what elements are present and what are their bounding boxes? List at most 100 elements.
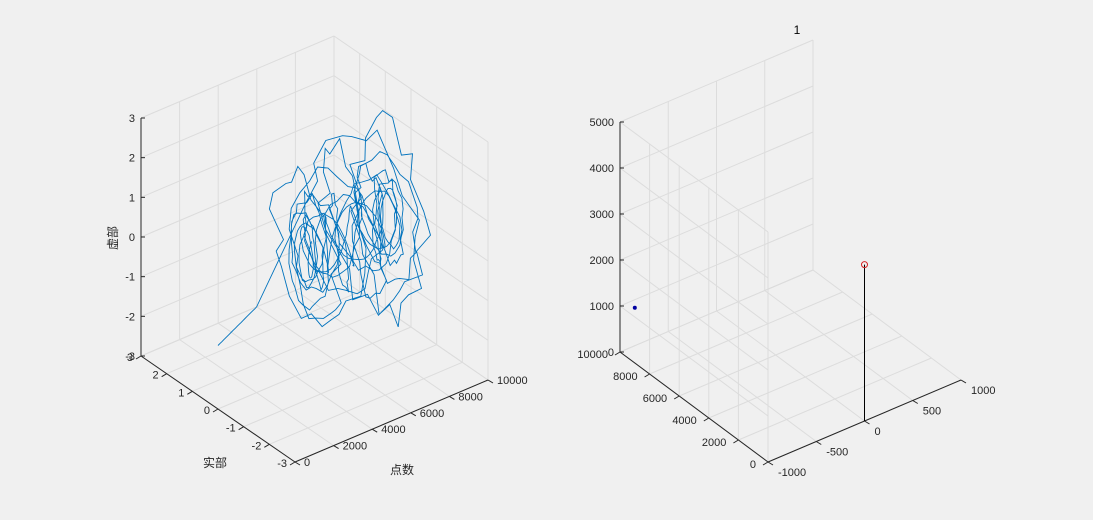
x-tick-label: 0	[304, 457, 310, 469]
x-tick-mark	[333, 445, 339, 450]
x-tick-mark	[487, 379, 494, 384]
axes-left[interactable]: 0200040006000800010000-3-2-10123-3-2-101…	[105, 35, 528, 477]
x-tick-label: 6000	[420, 408, 444, 420]
z-tick-label: 3000	[590, 209, 614, 221]
grid-line	[619, 269, 814, 353]
grid-line	[217, 326, 412, 410]
grid-line	[619, 131, 814, 215]
x-axis-line	[294, 379, 489, 463]
grid-line	[269, 361, 463, 445]
grid-line	[243, 344, 437, 428]
x-tick-mark	[371, 428, 378, 433]
x-axis-line	[619, 351, 769, 463]
grid-line	[619, 85, 814, 169]
x-axis-label: 点数	[390, 462, 414, 477]
y-tick-label: -500	[826, 447, 848, 459]
axes-right-title: 1	[794, 23, 801, 37]
y-tick-label: 0	[204, 405, 210, 417]
y-tick-mark	[960, 379, 967, 384]
axes-left-axis-lines	[135, 117, 494, 466]
y-tick-label: 3	[127, 352, 133, 364]
x-tick-label: 8000	[458, 391, 482, 403]
grid-line	[619, 305, 769, 417]
grid-line	[619, 213, 769, 325]
y-tick-label: -1000	[778, 467, 806, 479]
z-tick-label: 1000	[590, 301, 614, 313]
grid-line	[192, 308, 386, 392]
grid-line	[716, 310, 865, 422]
x-tick-mark	[294, 461, 301, 466]
axes-right-axis-lines	[614, 121, 967, 466]
grid-line	[333, 35, 489, 143]
y-tick-mark	[187, 390, 193, 395]
y-tick-mark	[864, 420, 870, 425]
x-tick-mark	[410, 412, 417, 417]
axes-right[interactable]: 0200040006000800010000-1000-500050010000…	[577, 23, 995, 479]
z-tick-label: 0	[129, 232, 135, 244]
y-tick-mark	[289, 461, 296, 466]
x-tick-label: 10000	[497, 375, 528, 387]
z-tick-label: 3	[129, 113, 135, 125]
y-tick-label: -2	[252, 440, 262, 452]
x-tick-mark	[644, 373, 650, 378]
y-tick-mark	[135, 355, 142, 360]
y-axis-label: 实部	[203, 455, 227, 470]
y-tick-label: -1	[226, 423, 236, 435]
z-tick-label: 2	[129, 153, 135, 165]
grid-line	[140, 194, 335, 278]
y-tick-label: 0	[875, 426, 881, 438]
y-tick-mark	[767, 461, 774, 466]
z-tick-label: -2	[125, 311, 135, 323]
y-tick-mark	[815, 441, 822, 445]
z-tick-label: 1	[129, 192, 135, 204]
grid-line	[667, 331, 817, 442]
z-tick-label: -3	[125, 351, 135, 363]
grid-line	[140, 273, 335, 357]
red-circle-marker	[861, 261, 868, 269]
x-tick-label: 4000	[381, 424, 405, 436]
grid-line	[619, 121, 769, 233]
axes-left-tick-labels: 0200040006000800010000-3-2-10123-3-2-101…	[125, 113, 527, 470]
grid-line	[140, 233, 335, 317]
grid-line	[812, 269, 962, 381]
y-tick-mark	[912, 400, 919, 404]
x-tick-mark	[762, 461, 769, 466]
y-tick-label: 1000	[971, 385, 995, 397]
y-tick-label: 1	[178, 387, 184, 399]
y-tick-label: -3	[277, 458, 287, 470]
grid-line	[333, 273, 489, 381]
grid-line	[619, 259, 769, 371]
grid-line	[140, 75, 335, 159]
z-tick-label: -1	[125, 272, 135, 284]
z-tick-label: 4000	[590, 163, 614, 175]
grid-line	[333, 233, 489, 341]
y-tick-mark	[238, 426, 244, 431]
grid-line	[619, 223, 814, 307]
x-tick-label: 2000	[343, 441, 367, 453]
grid-line	[619, 39, 814, 123]
blue-point-marker	[632, 305, 637, 310]
grid-line	[140, 154, 335, 238]
z-tick-label: 0	[608, 347, 614, 359]
grid-line	[333, 75, 489, 183]
x-tick-mark	[614, 351, 621, 356]
series-line-spiral	[217, 110, 431, 346]
y-tick-mark	[264, 443, 270, 448]
x-tick-label: 4000	[672, 415, 696, 427]
z-axis-label: 虚部	[105, 226, 120, 250]
grid-line	[619, 177, 814, 261]
grid-line	[166, 291, 360, 375]
y-tick-mark	[212, 408, 219, 413]
x-tick-label: 0	[750, 459, 756, 471]
x-tick-label: 6000	[643, 393, 667, 405]
x-tick-mark	[703, 417, 710, 422]
z-tick-label: 2000	[590, 255, 614, 267]
axes-right-data-marks	[632, 261, 868, 421]
x-tick-label: 2000	[702, 437, 726, 449]
axes-right-grid	[619, 39, 962, 463]
grid-line	[764, 290, 914, 401]
x-tick-mark	[449, 395, 455, 400]
x-tick-label: 8000	[613, 371, 637, 383]
